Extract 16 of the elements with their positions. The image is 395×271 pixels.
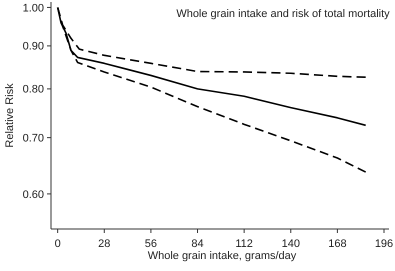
y-tick-label: 0.70 — [22, 132, 44, 144]
y-tick-label: 0.80 — [22, 84, 44, 96]
x-tick-label: 0 — [54, 238, 61, 250]
text: Whole grain intake and risk of total mortality — [176, 8, 390, 20]
x-tick-label: 140 — [282, 238, 300, 250]
y-tick-label: 1.00 — [22, 2, 44, 14]
y-tick-label: 0.60 — [22, 188, 44, 201]
x-tick-label: 56 — [144, 238, 158, 250]
x-tick-label: 28 — [98, 238, 110, 250]
y-axis-title: Relative Risk — [4, 82, 16, 148]
x-tick-label: 84 — [191, 238, 204, 250]
y-tick-label: 0.90 — [22, 40, 44, 53]
x-tick-label: 196 — [374, 238, 394, 250]
x-tick-label: 112 — [235, 238, 253, 250]
x-axis-title: Whole grain intake, grams/day — [148, 250, 297, 262]
x-tick-label: 168 — [328, 238, 347, 250]
